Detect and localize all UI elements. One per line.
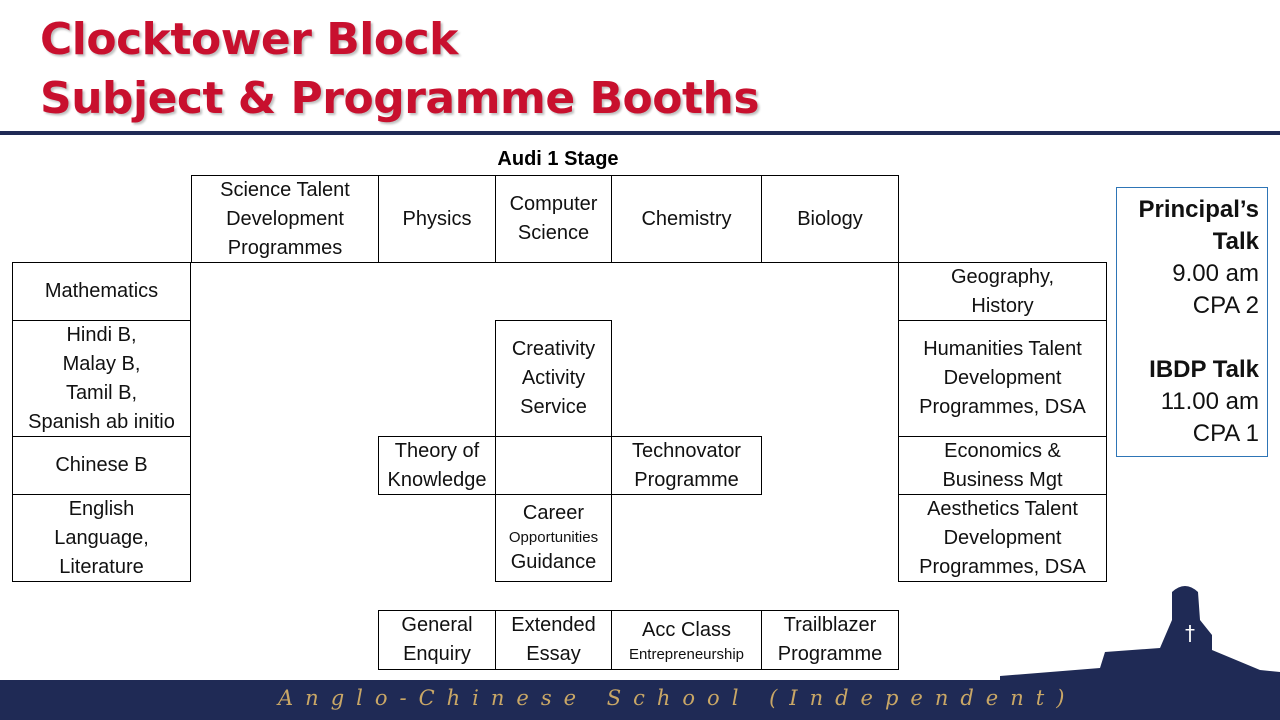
booth-aesthetics-talent: Aesthetics Talent Development Programmes… xyxy=(898,494,1107,582)
talk-2-title: IBDP Talk xyxy=(1149,356,1259,383)
booth-economics: Economics & Business Mgt xyxy=(898,436,1107,495)
acc-class-label: Acc Class xyxy=(642,618,731,641)
talk-2-venue: CPA 1 xyxy=(1192,420,1259,447)
booth-career: Career Opportunities Guidance xyxy=(495,494,612,582)
booth-english: English Language, Literature xyxy=(12,494,191,582)
booth-chinese-b: Chinese B xyxy=(12,436,191,495)
footer-band xyxy=(0,680,1280,720)
booth-extended-essay: Extended Essay xyxy=(495,610,612,670)
svg-text:†: † xyxy=(1185,621,1195,645)
career-line-2: Opportunities xyxy=(508,529,599,546)
booth-geography-history: Geography, History xyxy=(898,262,1107,321)
booth-technovator: Technovator Programme xyxy=(611,436,762,495)
footer-school-name: Anglo-Chinese School (Independent) xyxy=(278,686,1077,710)
booth-general-enquiry: General Enquiry xyxy=(378,610,496,670)
booth-tok: Theory of Knowledge xyxy=(378,436,496,495)
title-line-2: Subject & Programme Booths xyxy=(40,73,760,124)
booth-science-talent: Science Talent Development Programmes xyxy=(191,175,379,263)
header-divider xyxy=(0,131,1280,135)
booth-chemistry: Chemistry xyxy=(611,175,762,263)
booth-trailblazer: Trailblazer Programme xyxy=(761,610,899,670)
talk-1-time: 9.00 am xyxy=(1172,260,1259,287)
booth-mathematics: Mathematics xyxy=(12,262,191,321)
booth-humanities-talent: Humanities Talent Development Programmes… xyxy=(898,320,1107,437)
stage-label: Audi 1 Stage xyxy=(497,148,619,170)
talks-panel: Principal’s Talk 9.00 am CPA 2 IBDP Talk… xyxy=(1116,187,1268,457)
talk-2-time: 11.00 am xyxy=(1160,388,1259,415)
clocktower-silhouette-icon: † xyxy=(1000,586,1280,682)
talk-1-title: Principal’s Talk xyxy=(1138,196,1260,255)
talk-1-venue: CPA 2 xyxy=(1192,292,1259,319)
career-line-1: Career xyxy=(522,502,585,524)
booth-biology: Biology xyxy=(761,175,899,263)
booth-physics: Physics xyxy=(378,175,496,263)
acc-class-sub: Entrepreneurship xyxy=(628,645,745,663)
career-line-3: Guidance xyxy=(510,551,597,573)
booth-acc-class: Acc Class Entrepreneurship xyxy=(611,610,762,670)
booth-cas: Creativity Activity Service xyxy=(495,320,612,437)
title-line-1: Clocktower Block xyxy=(40,14,458,65)
booth-languages-b: Hindi B, Malay B, Tamil B, Spanish ab in… xyxy=(12,320,191,437)
booth-computer-science: Computer Science xyxy=(495,175,612,263)
